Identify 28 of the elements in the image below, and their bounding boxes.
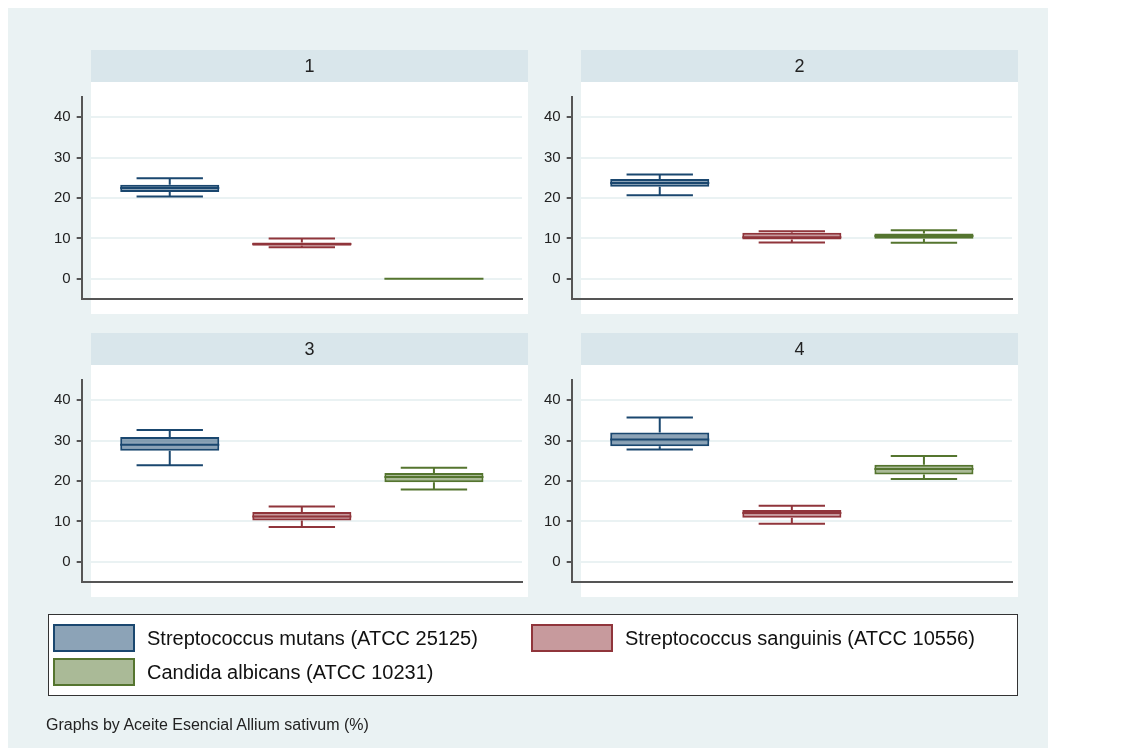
y-tick-label: 40 bbox=[544, 107, 561, 125]
y-tick-label: 30 bbox=[544, 147, 561, 165]
y-tick-label: 0 bbox=[552, 551, 561, 569]
legend-label: Streptococcus sanguinis (ATCC 10556) bbox=[625, 626, 975, 650]
y-tick-label: 40 bbox=[544, 390, 561, 408]
y-tick-label: 20 bbox=[54, 188, 71, 206]
y-tick-label: 0 bbox=[552, 268, 561, 286]
chart-title: 3 bbox=[91, 333, 528, 365]
legend-label: Candida albicans (ATCC 10231) bbox=[147, 660, 434, 684]
y-tick-label: 20 bbox=[544, 188, 561, 206]
y-tick-label: 10 bbox=[544, 228, 561, 246]
y-tick-label: 0 bbox=[62, 268, 71, 286]
y-tick-label: 10 bbox=[54, 511, 71, 529]
chart-title: 2 bbox=[581, 50, 1018, 82]
y-tick-label: 0 bbox=[62, 551, 71, 569]
y-tick-label: 10 bbox=[544, 511, 561, 529]
text: Graphs by Aceite Esencial Allium sativum (%) bbox=[46, 716, 369, 734]
y-tick-label: 10 bbox=[54, 228, 71, 246]
y-tick-label: 30 bbox=[54, 147, 71, 165]
y-tick-label: 40 bbox=[54, 390, 71, 408]
chart-title: 1 bbox=[91, 50, 528, 82]
legend-label: Streptococcus mutans (ATCC 25125) bbox=[147, 626, 478, 650]
y-tick-label: 20 bbox=[54, 471, 71, 489]
y-tick-label: 40 bbox=[54, 107, 71, 125]
y-tick-label: 20 bbox=[544, 471, 561, 489]
y-tick-label: 30 bbox=[544, 430, 561, 448]
y-tick-label: 30 bbox=[54, 430, 71, 448]
chart-title: 4 bbox=[581, 333, 1018, 365]
